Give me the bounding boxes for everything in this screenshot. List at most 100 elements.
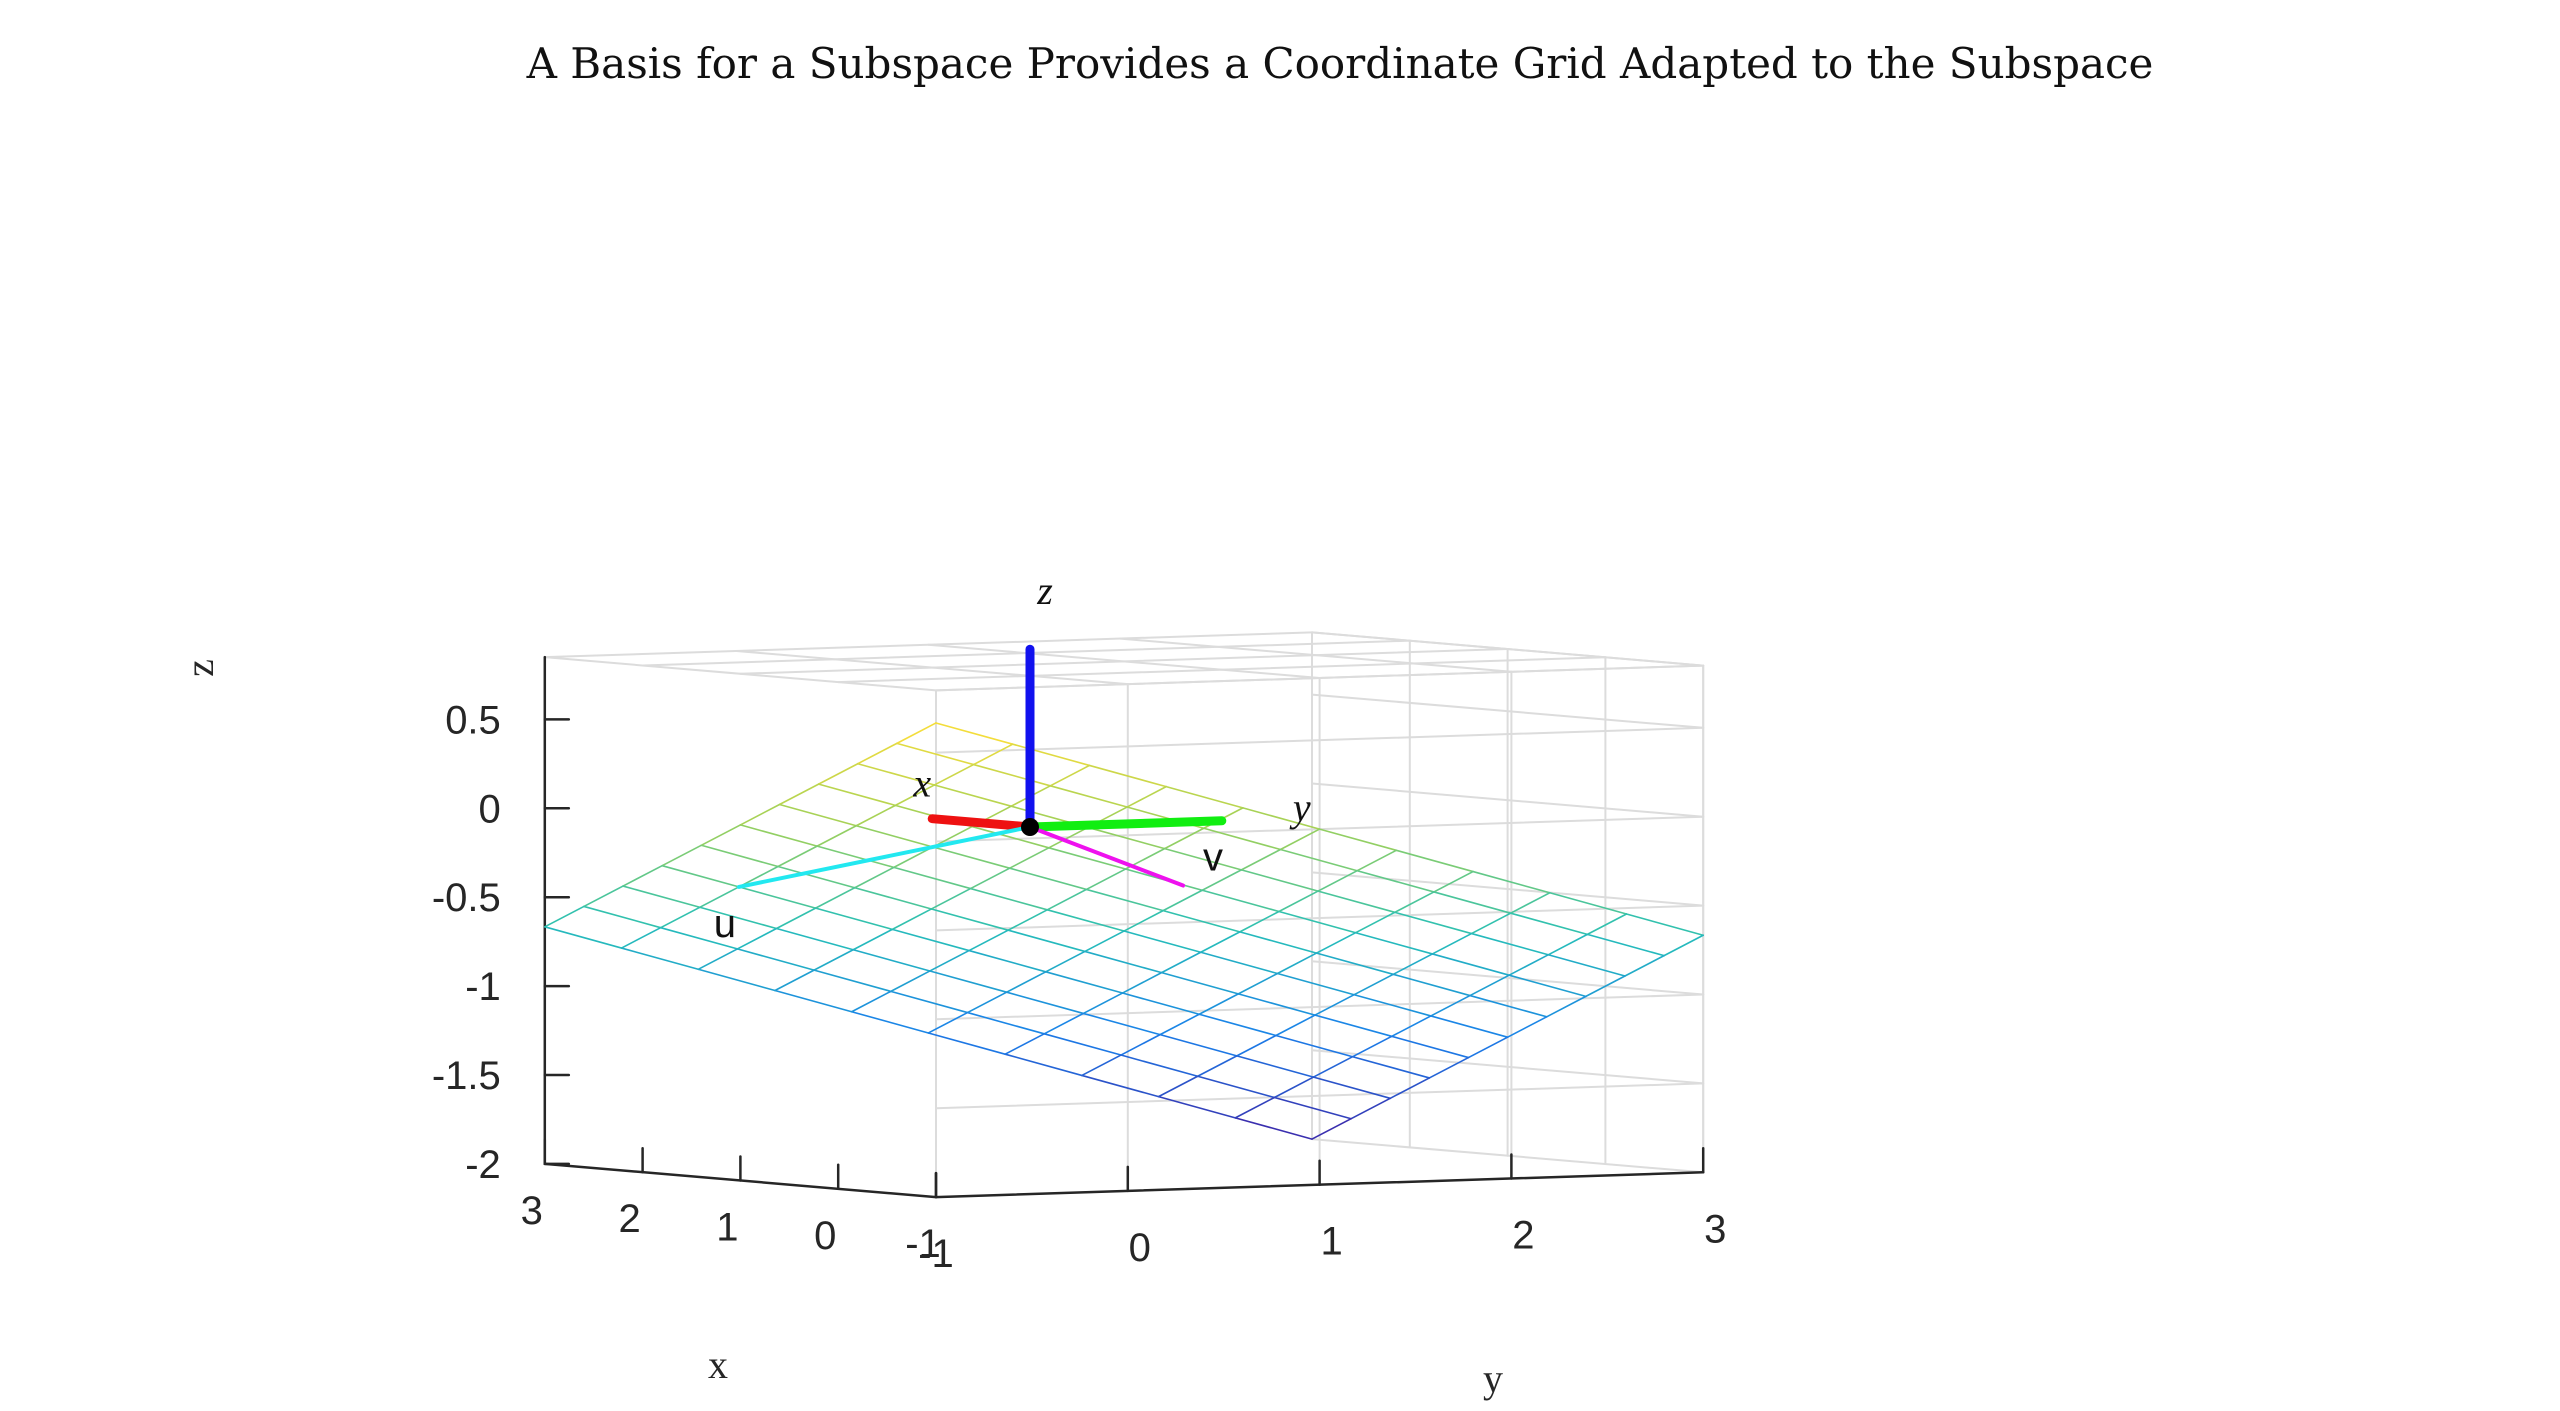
mesh-line xyxy=(1467,1036,1509,1059)
mesh-line xyxy=(738,865,779,888)
grid-line xyxy=(1311,1138,1705,1174)
mesh-line xyxy=(622,864,663,887)
mesh-line xyxy=(1278,890,1319,913)
mesh-line xyxy=(1625,913,1704,937)
x-axis-label: x xyxy=(708,1342,728,1387)
mesh-line xyxy=(894,784,936,807)
mesh-line xyxy=(1085,888,1164,912)
z-tick-label: -0.5 xyxy=(432,876,501,920)
mesh-line xyxy=(659,926,739,950)
mesh-line xyxy=(1428,1056,1470,1079)
mesh-line xyxy=(1354,931,1434,955)
grid-line xyxy=(1311,871,1705,907)
mesh-line xyxy=(778,803,858,827)
mesh-line xyxy=(1279,828,1321,851)
axis-vector-label-y: y xyxy=(1289,785,1311,830)
mesh-line xyxy=(1586,913,1628,936)
mesh-line xyxy=(1049,764,1091,787)
mesh-line xyxy=(889,970,931,993)
mesh-line xyxy=(1351,1035,1393,1058)
mesh-line xyxy=(1159,1033,1238,1057)
mesh-line xyxy=(1007,909,1049,931)
mesh-line xyxy=(1162,909,1241,933)
mesh-line xyxy=(1585,975,1626,998)
mesh-line xyxy=(933,784,1013,807)
grid-line xyxy=(935,726,1705,754)
mesh-line xyxy=(891,908,933,931)
mesh-line xyxy=(1508,953,1550,976)
x-tick-label: 3 xyxy=(521,1189,543,1233)
mesh-line xyxy=(1234,1117,1313,1140)
mesh-line xyxy=(1470,932,1550,956)
mesh-line xyxy=(1389,1077,1431,1100)
mesh-line xyxy=(1004,1053,1083,1077)
mesh-line xyxy=(1314,993,1355,1016)
basis-vector-label-u: u xyxy=(714,902,736,946)
mesh-line xyxy=(856,762,936,786)
z-tick-label: -1 xyxy=(465,965,501,1009)
mesh-line xyxy=(927,1011,969,1034)
mesh-line xyxy=(1472,870,1551,894)
mesh-line xyxy=(1087,826,1166,850)
x-tick-label: 0 xyxy=(814,1214,836,1258)
mesh-line xyxy=(1049,785,1128,808)
mesh-line xyxy=(1196,1055,1238,1078)
mesh-line xyxy=(1545,995,1587,1018)
mesh-line xyxy=(1196,1075,1276,1099)
mesh-line xyxy=(932,825,973,848)
mesh-line xyxy=(1163,847,1243,871)
grid-line xyxy=(1311,782,1705,818)
mesh-line xyxy=(969,887,1049,911)
mesh-line xyxy=(777,845,818,868)
mesh-line xyxy=(1160,971,1240,995)
grid-line xyxy=(935,993,1705,1021)
mesh-line xyxy=(1275,1014,1316,1037)
mesh-line xyxy=(1547,953,1626,977)
mesh-line xyxy=(1433,870,1474,893)
mesh-line xyxy=(927,1032,1006,1055)
mesh-line xyxy=(853,866,895,889)
mesh-line xyxy=(1236,1055,1315,1078)
mesh-line xyxy=(1048,826,1089,849)
mesh-line xyxy=(1353,993,1432,1017)
x-tick-label: -1 xyxy=(905,1222,941,1266)
y-tick-label: 1 xyxy=(1320,1220,1342,1264)
mesh-line xyxy=(855,804,897,827)
plane-mesh xyxy=(543,722,1704,1140)
mesh-line xyxy=(1317,869,1358,892)
mesh-line xyxy=(698,906,778,930)
mesh-line xyxy=(739,803,781,826)
mesh-line xyxy=(1236,1034,1277,1057)
mesh-line xyxy=(1508,974,1587,998)
grid-line xyxy=(1311,1049,1705,1085)
mesh-line xyxy=(850,990,892,1013)
chart-title: A Basis for a Subspace Provides a Coordi… xyxy=(526,39,2154,88)
mesh-line xyxy=(1390,1015,1432,1038)
grid-line xyxy=(739,647,1509,675)
mesh-line xyxy=(1126,785,1167,808)
mesh-line xyxy=(775,927,855,951)
mesh-line xyxy=(736,948,815,971)
y-tick-label: 0 xyxy=(1129,1226,1151,1270)
mesh-line xyxy=(700,824,742,847)
mesh-line xyxy=(1394,911,1473,935)
mesh-line xyxy=(1315,952,1395,976)
mesh-line xyxy=(817,762,859,785)
mesh-line xyxy=(930,887,972,910)
mesh-line xyxy=(697,948,739,971)
mesh-line xyxy=(893,866,972,890)
mesh-line xyxy=(1005,971,1047,993)
mesh-line xyxy=(1084,950,1163,974)
mesh-line xyxy=(1275,1034,1354,1058)
mesh-line xyxy=(814,907,894,931)
mesh-line xyxy=(852,928,894,951)
tick-labels: -1 0 1 2 3 3 2 1 0 -1 0.5 0 -0.5 -1 -1.5 -2 xyxy=(432,698,1726,1276)
mesh-line xyxy=(1390,1035,1470,1059)
mesh-line xyxy=(1350,1097,1392,1120)
grid-line xyxy=(837,656,1607,684)
mesh-line xyxy=(1547,933,1589,956)
mesh-line xyxy=(889,990,969,1014)
mesh-line xyxy=(1317,890,1396,914)
mesh-line xyxy=(1312,1055,1354,1078)
mesh-line xyxy=(1160,951,1202,974)
